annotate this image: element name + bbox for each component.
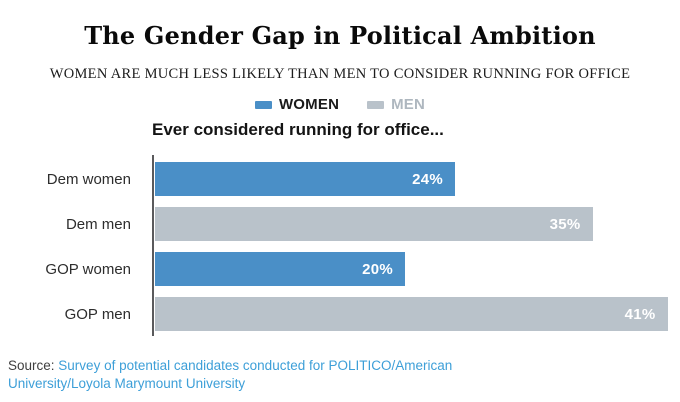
bar-category-label: Dem men	[65, 215, 131, 233]
bar: 35%	[155, 207, 593, 241]
bar: 41%	[155, 297, 668, 331]
y-axis-line	[152, 155, 154, 336]
bar: 24%	[155, 162, 455, 196]
chart-rows: Dem women 24% Dem men 35% GOP women 20% GOP me…	[0, 162, 680, 331]
source-link[interactable]: Survey of potential candidates conducted…	[8, 358, 453, 391]
bar-value-label: 41%	[624, 305, 656, 323]
chart-legend: WOMEN MEN	[0, 96, 680, 113]
women-color-swatch	[254, 100, 272, 109]
chart-subtitle: WOMEN ARE MUCH LESS LIKELY THAN MEN TO C…	[49, 66, 631, 82]
bar-track: 35%	[155, 207, 680, 241]
source-note: Source: Survey of potential candidates c…	[8, 357, 452, 392]
chart-question-heading: Ever considered running for office...	[152, 120, 444, 139]
legend-item-men: MEN	[367, 96, 425, 113]
chart-row: GOP men 41%	[0, 297, 680, 331]
bar-track: 20%	[155, 252, 680, 286]
bar-chart: Dem women 24% Dem men 35% GOP women 20% GOP me…	[0, 155, 680, 342]
chart-row: GOP women 20%	[0, 252, 680, 286]
bar-track: 24%	[155, 162, 680, 196]
chart-row: Dem men 35%	[0, 207, 680, 241]
bar: 20%	[155, 252, 405, 286]
bar-value-label: 24%	[412, 170, 443, 188]
source-label: Source:	[8, 358, 55, 373]
legend-item-women: WOMEN	[254, 96, 340, 113]
bar-value-label: 35%	[549, 215, 581, 233]
legend-label-men: MEN	[391, 96, 426, 113]
bar-value-label: 20%	[362, 260, 393, 278]
bar-track: 41%	[155, 297, 680, 331]
chart-row: Dem women 24%	[0, 162, 680, 196]
bar-category-label: Dem women	[46, 170, 131, 188]
men-color-swatch	[367, 100, 385, 109]
legend-label-women: WOMEN	[278, 96, 340, 113]
bar-category-label: GOP men	[64, 305, 131, 323]
page-title: The Gender Gap in Political Ambition	[84, 21, 596, 50]
bar-category-label: GOP women	[45, 260, 131, 278]
